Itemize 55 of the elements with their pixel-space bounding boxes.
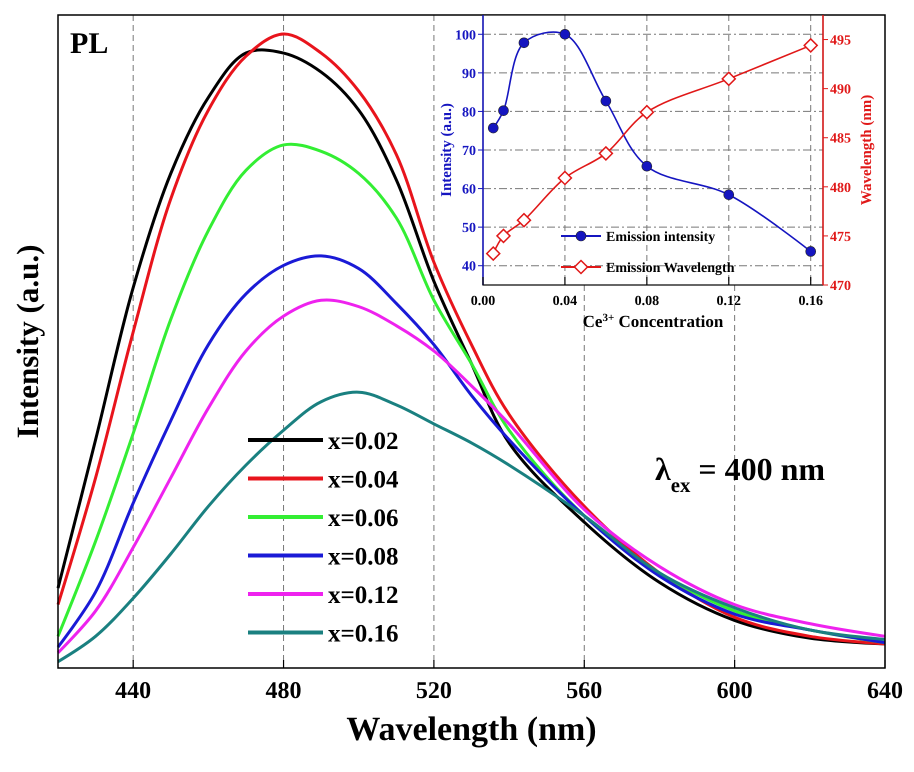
y2-tick-label: 485 [830,132,851,147]
x-axis-title: Ce$^{3+}$ Concentration [582,312,724,331]
point [805,246,816,257]
point [488,122,499,134]
y-tick-label: 80 [462,105,476,120]
x-tick-label: 640 [867,678,903,704]
point [518,37,530,48]
legend-label: x=0.04 [328,466,399,494]
point [640,104,654,120]
x-tick-label: 440 [115,678,152,704]
y2-tick-label: 470 [830,279,851,294]
x-tick-label: 560 [566,678,602,704]
point [642,160,652,172]
x-tick-label: 0.12 [716,294,742,309]
y-tick-label: 100 [455,28,476,44]
y2-axis-title: Wavelength (nm) [859,94,875,206]
y-tick-label: 50 [462,221,476,236]
legend-label: Emission intensity [606,230,716,245]
y-tick-label: 40 [462,260,476,275]
legend-label: x=0.02 [328,428,398,455]
point [560,28,570,40]
y2-tick-label: 490 [830,82,851,98]
x-tick-label: 0.16 [798,294,823,309]
point [803,38,818,53]
point [516,212,532,228]
legend-label: x=0.16 [328,620,398,648]
x-tick-label: 0.04 [552,294,578,309]
x-tick-label: 600 [716,678,753,704]
point [558,170,572,186]
point [496,228,511,244]
point [722,72,736,86]
y-tick-label: 70 [462,144,476,159]
legend-label: x=0.12 [328,582,398,609]
legend-label: x=0.06 [328,505,398,532]
y-tick-label: 60 [462,182,476,198]
point [598,146,614,161]
y-tick-label: 90 [462,66,476,82]
point [600,96,612,106]
x-tick-label: 0.00 [470,294,496,309]
point [723,189,734,200]
annotation: PL [70,27,108,60]
legend-label: Emission Wavelength [606,261,735,276]
annotation: λ$_{ex}$ = 400 nm [655,451,826,496]
x-tick-label: 520 [416,678,452,704]
x-tick-label: 480 [266,678,302,704]
legend-label: x=0.08 [328,544,398,570]
y-axis-title: Intensity (a.u.) [439,103,455,197]
x-axis-title: Wavelength (nm) [346,711,597,748]
x-tick-label: 0.08 [634,294,660,309]
y2-tick-label: 475 [830,230,851,245]
point [486,246,500,261]
y2-tick-label: 495 [830,34,851,49]
y2-tick-label: 480 [830,180,851,196]
point [498,105,509,116]
y-axis-title: Intensity (a.u.) [10,244,45,438]
